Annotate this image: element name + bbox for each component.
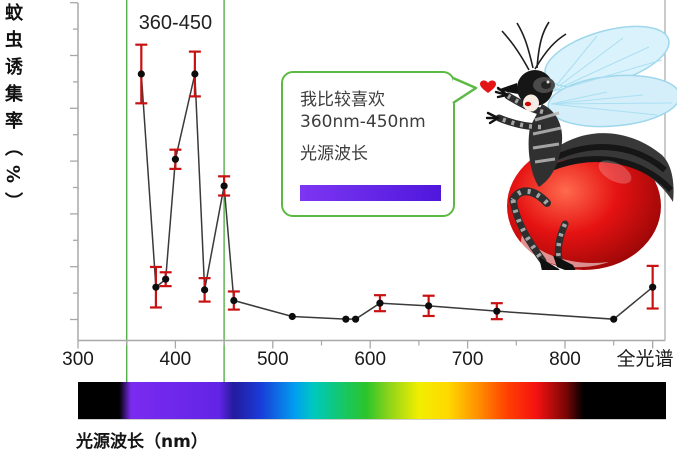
mosquito-cartoon [480, 21, 677, 270]
legs [509, 187, 576, 270]
svg-text:300: 300 [62, 349, 94, 370]
svg-text:600: 600 [354, 349, 386, 370]
speech-bubble: 我比较喜欢 360nm-450nm 光源波长 [281, 71, 455, 217]
svg-text:700: 700 [452, 349, 484, 370]
head [497, 21, 567, 112]
antennae-icon [501, 21, 567, 71]
svg-text:500: 500 [257, 349, 289, 370]
bubble-line-2: 360nm-450nm [300, 112, 426, 132]
spectrum-color-bar [78, 382, 666, 420]
uv-color-swatch [300, 185, 441, 201]
bubble-line-3: 光源波长 [300, 144, 368, 164]
spectrum-axis-label: 光源波长（nm） [76, 432, 208, 452]
svg-text:400: 400 [160, 349, 192, 370]
heart-icon [480, 80, 496, 93]
svg-text:800: 800 [549, 349, 581, 370]
svg-text:360-450: 360-450 [139, 12, 212, 34]
bubble-line-1: 我比较喜欢 [300, 90, 385, 110]
y-axis-title: 蚊虫诱集率（%） [2, 3, 23, 220]
svg-text:全光谱: 全光谱 [616, 348, 673, 370]
proboscis-icon [497, 83, 518, 94]
speech-bubble-tail [452, 76, 478, 105]
arms [485, 86, 547, 131]
wings-icon [544, 25, 677, 128]
